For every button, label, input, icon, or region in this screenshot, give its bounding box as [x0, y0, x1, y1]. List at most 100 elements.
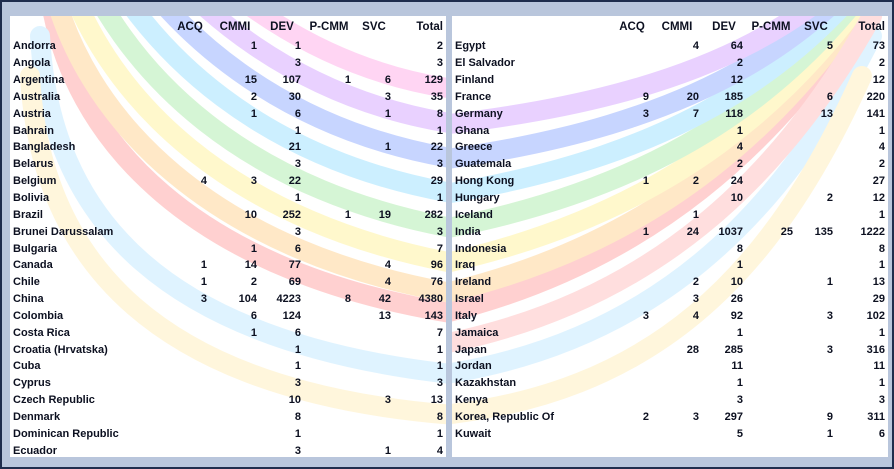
country-cell: Japan: [455, 343, 487, 356]
cmmi-cell: 28: [686, 343, 699, 356]
svc-cell: [796, 392, 836, 409]
svc-cell: [796, 375, 836, 392]
table-row: Japan 28 285 3 316: [452, 341, 888, 358]
country-cell: Argentina: [13, 74, 65, 87]
country-cell: Israel: [455, 293, 484, 306]
table-row: Jamaica 1 1: [452, 324, 888, 341]
acq-cell: 1: [642, 225, 649, 238]
acq-cell: [170, 392, 210, 409]
header-svc: SVC: [362, 21, 386, 33]
pcmm-cell: [304, 324, 354, 341]
table-row: Bulgaria 1 6 7: [10, 240, 446, 257]
svc-cell: [354, 122, 394, 139]
country-cell: Korea, Republic Of: [455, 410, 555, 423]
svc-cell: 3: [384, 394, 391, 407]
svc-cell: 1: [826, 276, 833, 289]
total-cell: 13: [872, 276, 885, 289]
right-table: ACQ CMMI DEV P-CMM SVC Total Egypt 4 64 5 73…: [452, 16, 888, 442]
pcmm-cell: [746, 72, 796, 89]
dev-cell: 6: [294, 107, 301, 120]
pcmm-cell: [746, 206, 796, 223]
svc-cell: [354, 240, 394, 257]
table-row: Costa Rica 1 6 7: [10, 324, 446, 341]
pcmm-cell: 8: [344, 293, 351, 306]
cmmi-cell: [210, 122, 260, 139]
table-row: Kenya 3 3: [452, 392, 888, 409]
cmmi-cell: [652, 190, 702, 207]
total-cell: 96: [430, 259, 443, 272]
pcmm-cell: [746, 358, 796, 375]
svc-cell: [354, 38, 394, 55]
pcmm-cell: [304, 425, 354, 442]
acq-cell: [170, 223, 210, 240]
cmmi-cell: [652, 55, 702, 72]
table-header-row: ACQ CMMI DEV P-CMM SVC Total: [10, 16, 446, 38]
table-row: Ghana 1 1: [452, 122, 888, 139]
country-cell: Italy: [455, 309, 478, 322]
country-cell: Cyprus: [13, 377, 51, 390]
table-row: Kuwait 5 1 6: [452, 425, 888, 442]
cmmi-cell: [210, 425, 260, 442]
dev-cell: 1: [736, 326, 743, 339]
table-row: Chile 1 2 69 4 76: [10, 274, 446, 291]
dev-cell: 3: [736, 394, 743, 407]
total-cell: 1: [878, 326, 885, 339]
country-cell: Guatemala: [455, 158, 512, 171]
country-cell: Bahrain: [13, 124, 54, 137]
total-cell: 3: [436, 57, 443, 70]
total-cell: 8: [878, 242, 885, 255]
acq-cell: [170, 308, 210, 325]
header-country: [452, 16, 612, 38]
dev-cell: 3: [294, 225, 301, 238]
country-cell: Austria: [13, 107, 51, 120]
dev-cell: 285: [724, 343, 743, 356]
pcmm-cell: [746, 324, 796, 341]
total-cell: 29: [872, 293, 885, 306]
acq-cell: [612, 240, 652, 257]
acq-cell: [612, 156, 652, 173]
country-cell: Belgium: [13, 175, 57, 188]
pcmm-cell: [304, 105, 354, 122]
acq-cell: 3: [200, 293, 207, 306]
cmmi-cell: 3: [692, 293, 699, 306]
total-cell: 1: [436, 124, 443, 137]
country-cell: India: [455, 225, 481, 238]
acq-cell: [612, 72, 652, 89]
total-cell: 12: [872, 74, 885, 87]
total-cell: 4: [436, 444, 443, 457]
acq-cell: [612, 122, 652, 139]
pcmm-cell: [746, 425, 796, 442]
table-row: Australia 2 30 3 35: [10, 89, 446, 106]
table-row: Brazil 10 252 1 19 282: [10, 206, 446, 223]
pcmm-cell: [746, 409, 796, 426]
pcmm-cell: [746, 173, 796, 190]
total-cell: 73: [872, 40, 885, 53]
total-cell: 3: [436, 225, 443, 238]
acq-cell: [170, 89, 210, 106]
acq-cell: [170, 375, 210, 392]
cmmi-cell: [652, 375, 702, 392]
dev-cell: 185: [724, 90, 743, 103]
dev-cell: 8: [736, 242, 743, 255]
svc-cell: 2: [826, 192, 833, 205]
acq-cell: [612, 55, 652, 72]
pcmm-cell: [304, 38, 354, 55]
pcmm-cell: [304, 240, 354, 257]
right-table-panel: ACQ CMMI DEV P-CMM SVC Total Egypt 4 64 5 73…: [452, 16, 888, 457]
svc-cell: [354, 190, 394, 207]
acq-cell: 3: [642, 309, 649, 322]
country-cell: France: [455, 90, 492, 103]
total-cell: 1: [878, 259, 885, 272]
cmmi-cell: 1: [692, 208, 699, 221]
country-cell: Brazil: [13, 208, 43, 221]
table-row: Canada 1 14 77 4 96: [10, 257, 446, 274]
table-row: India 1 24 1037 25 135 1222: [452, 223, 888, 240]
svc-cell: 42: [378, 293, 391, 306]
country-cell: Ireland: [455, 276, 492, 289]
country-cell: Iraq: [455, 259, 476, 272]
country-cell: Dominican Republic: [13, 427, 119, 440]
table-row: Ecuador 3 1 4: [10, 442, 446, 457]
table-row: Indonesia 8 8: [452, 240, 888, 257]
acq-cell: [170, 324, 210, 341]
pcmm-cell: [304, 223, 354, 240]
